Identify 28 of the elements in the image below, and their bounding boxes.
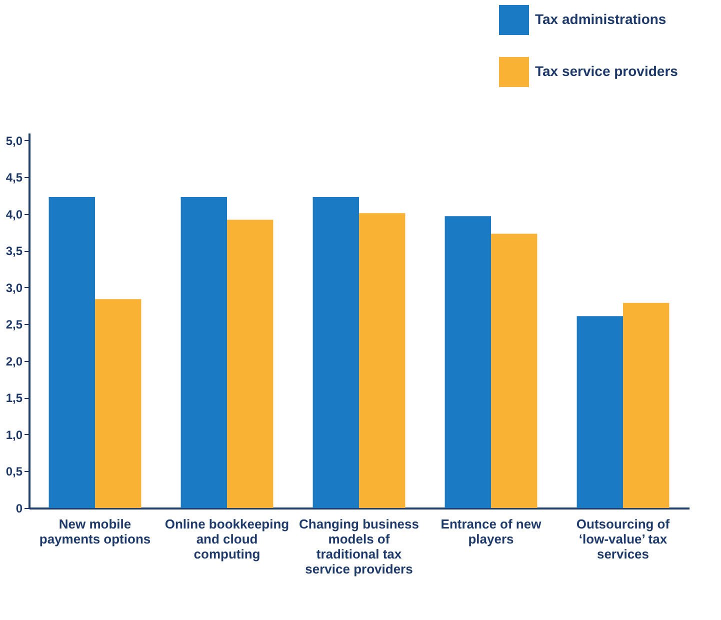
y-tick-label: 3,5 — [6, 244, 23, 258]
bar — [491, 234, 538, 508]
bar — [576, 316, 623, 508]
bar — [95, 299, 142, 508]
y-tick-label: 5,0 — [6, 134, 23, 148]
y-tick-label: 0 — [16, 502, 23, 516]
x-tick-label: Online bookkeeping and cloud computing — [164, 516, 290, 562]
bar — [623, 302, 670, 508]
y-tick-label: 4,5 — [6, 170, 23, 185]
bar — [48, 196, 95, 508]
x-tick-label: New mobile payments options — [39, 516, 151, 546]
bar — [227, 220, 274, 508]
x-tick-label: Entrance of new players — [440, 516, 542, 546]
y-tick-label: 0,5 — [6, 464, 23, 479]
y-tick-label: 1,5 — [6, 391, 23, 406]
y-tick-label: 1,0 — [6, 428, 23, 442]
legend-label: Tax service providers — [535, 63, 678, 79]
y-tick-label: 2,5 — [6, 318, 23, 332]
x-tick-label: Outsourcing of ‘low-value’ tax services — [576, 516, 670, 562]
legend-label: Tax administrations — [535, 11, 666, 27]
y-tick-label: 2,0 — [6, 354, 23, 368]
bar — [359, 213, 406, 508]
bar — [444, 216, 491, 508]
y-tick-label: 4,0 — [6, 207, 23, 222]
x-tick-label: Changing business models of traditional tax service providers — [299, 516, 419, 576]
y-tick-label: 3,0 — [6, 280, 23, 295]
bar — [180, 196, 227, 508]
bar — [312, 196, 359, 508]
